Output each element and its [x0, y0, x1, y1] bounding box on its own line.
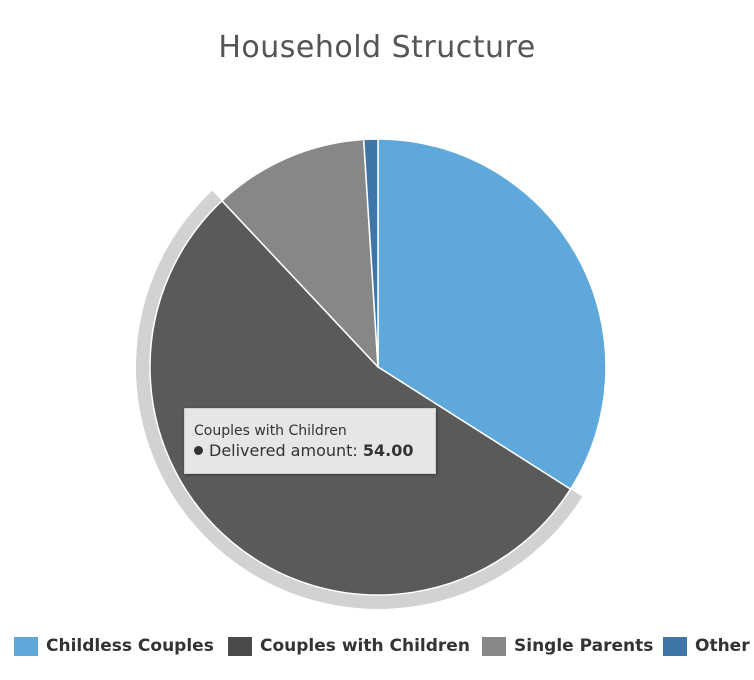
pie-slice-couples-with-children[interactable]	[149, 200, 572, 596]
pie-slice-single-parents[interactable]	[221, 138, 379, 368]
legend-swatch	[482, 636, 506, 656]
legend-swatch	[228, 636, 252, 656]
legend-swatch	[14, 636, 38, 656]
legend-label: Other	[695, 636, 750, 656]
tooltip: Couples with Children Delivered amount: …	[184, 408, 436, 474]
tooltip-value: 54.00	[362, 441, 414, 460]
tooltip-line: Delivered amount: 54.00	[194, 440, 426, 462]
legend-item-childless-couples[interactable]: Childless Couples	[14, 634, 214, 658]
legend-label: Childless Couples	[46, 636, 214, 656]
tooltip-bullet-icon	[194, 446, 203, 455]
legend-item-other[interactable]: Other	[663, 634, 750, 658]
legend-label: Single Parents	[514, 636, 654, 656]
tooltip-label: Delivered amount:	[209, 441, 358, 460]
pie-chart[interactable]	[0, 0, 754, 620]
tooltip-title: Couples with Children	[194, 423, 347, 439]
chart-title: Household Structure	[218, 30, 536, 65]
pie-slice-childless-couples[interactable]	[377, 138, 607, 490]
legend-swatch	[663, 636, 687, 656]
pie-slice-other[interactable]	[362, 138, 379, 368]
legend-label: Couples with Children	[260, 636, 470, 656]
legend-item-single-parents[interactable]: Single Parents	[482, 634, 653, 658]
legend-item-couples-with-children[interactable]: Couples with Children	[228, 634, 470, 658]
legend: Childless Couples Couples with Children …	[0, 634, 754, 662]
